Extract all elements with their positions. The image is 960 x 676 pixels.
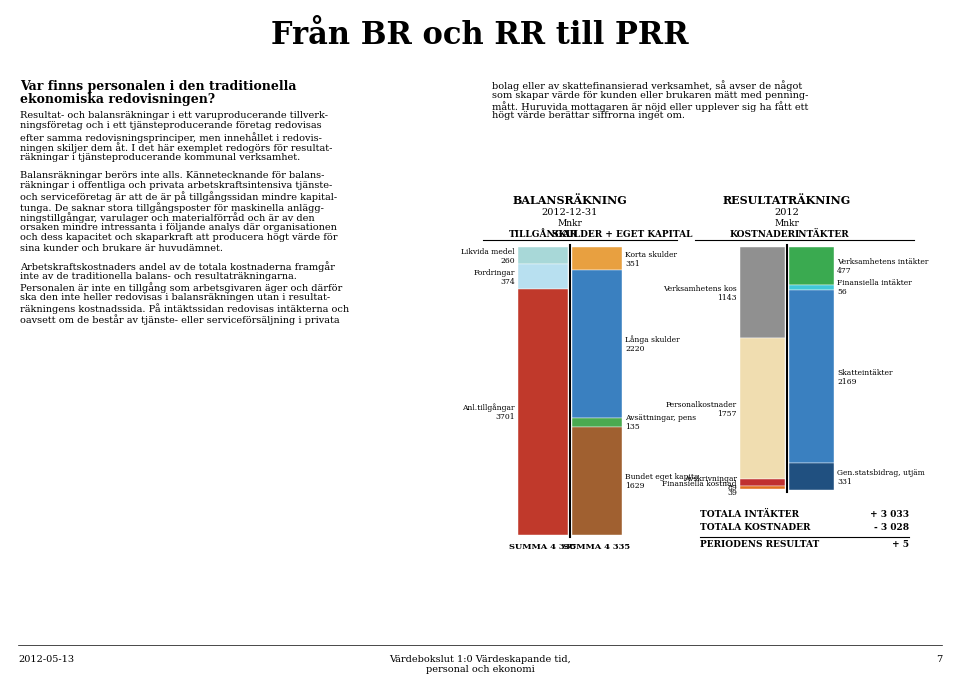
- Text: KOSTNADER: KOSTNADER: [730, 230, 796, 239]
- Text: Likvida medel: Likvida medel: [462, 247, 515, 256]
- Text: tunga. De saknar stora tillgångsposter för maskinella anlägg-: tunga. De saknar stora tillgångsposter f…: [20, 202, 324, 213]
- Text: efter samma redovisningsprinciper, men innehållet i redovis-: efter samma redovisningsprinciper, men i…: [20, 132, 322, 143]
- Text: + 5: + 5: [892, 540, 909, 549]
- Text: 331: 331: [837, 478, 852, 486]
- Text: INTÄKTER: INTÄKTER: [794, 230, 849, 239]
- Text: TOTALA KOSTNADER: TOTALA KOSTNADER: [700, 523, 810, 532]
- Text: Anl.tillgångar: Anl.tillgångar: [463, 404, 515, 412]
- Text: TOTALA INTÄKTER: TOTALA INTÄKTER: [700, 510, 799, 519]
- Text: Mnkr: Mnkr: [775, 219, 800, 228]
- Text: Bundet eget kapita: Bundet eget kapita: [625, 473, 699, 481]
- Text: 39: 39: [727, 489, 737, 497]
- Bar: [789, 464, 834, 490]
- Bar: [789, 247, 834, 285]
- Text: 477: 477: [837, 267, 852, 275]
- Text: Gen.statsbidrag, utjäm: Gen.statsbidrag, utjäm: [837, 468, 924, 477]
- Text: Finansiella intäkter: Finansiella intäkter: [837, 279, 912, 287]
- Text: 374: 374: [500, 278, 515, 286]
- Text: som skapar värde för kunden eller brukaren mätt med penning-: som skapar värde för kunden eller brukar…: [492, 91, 808, 99]
- Text: och serviceföretag är att de är på tillgångssidan mindre kapital-: och serviceföretag är att de är på tillg…: [20, 191, 337, 202]
- Text: orsaken mindre intressanta i följande analys där organisationen: orsaken mindre intressanta i följande an…: [20, 223, 337, 232]
- Text: Värdebokslut 1:0 Värdeskapande tid,
personal och ekonomi: Värdebokslut 1:0 Värdeskapande tid, pers…: [389, 655, 571, 675]
- Text: Var finns personalen i den traditionella: Var finns personalen i den traditionella: [20, 80, 297, 93]
- Bar: [572, 418, 622, 427]
- Text: Personalkostnader: Personalkostnader: [666, 401, 737, 409]
- Text: 2012-05-13: 2012-05-13: [18, 655, 74, 664]
- Text: 2012-12-31: 2012-12-31: [541, 208, 598, 217]
- Text: Mnkr: Mnkr: [558, 219, 583, 228]
- Text: mått. Huruvida mottagaren är nöjd eller upplever sig ha fått ett: mått. Huruvida mottagaren är nöjd eller …: [492, 101, 808, 112]
- Text: Fordringar: Fordringar: [473, 268, 515, 276]
- Text: Finansiella kostnad: Finansiella kostnad: [662, 480, 737, 487]
- Text: oavsett om de består av tjänste- eller serviceförsäljning i privata: oavsett om de består av tjänste- eller s…: [20, 314, 340, 324]
- Text: högt värde berättar siffrorna inget om.: högt värde berättar siffrorna inget om.: [492, 112, 685, 120]
- Text: 3701: 3701: [495, 413, 515, 421]
- Text: och dess kapacitet och skaparkraft att producera högt värde för: och dess kapacitet och skaparkraft att p…: [20, 233, 338, 243]
- Bar: [572, 427, 622, 535]
- Bar: [572, 247, 622, 270]
- Text: Personalen är inte en tillgång som arbetsgivaren äger och därför: Personalen är inte en tillgång som arbet…: [20, 283, 343, 293]
- Text: 351: 351: [625, 260, 639, 268]
- Bar: [740, 479, 785, 486]
- Text: Arbetskraftskostnaders andel av de totala kostnaderna framgår: Arbetskraftskostnaders andel av de total…: [20, 262, 335, 272]
- Text: 56: 56: [837, 289, 847, 297]
- Text: Avsättningar, pens: Avsättningar, pens: [625, 414, 696, 422]
- Text: Verksamhetens intäkter: Verksamhetens intäkter: [837, 258, 928, 266]
- Text: ningen skiljer dem åt. I det här exemplet redogörs för resultat-: ningen skiljer dem åt. I det här exemple…: [20, 143, 332, 153]
- Text: TILLGÅNGAR: TILLGÅNGAR: [509, 230, 577, 239]
- Bar: [518, 264, 568, 289]
- Text: 2012: 2012: [775, 208, 800, 217]
- Text: Verksamhetens kos: Verksamhetens kos: [663, 285, 737, 293]
- Text: Skatteintäkter: Skatteintäkter: [837, 368, 893, 377]
- Text: 1757: 1757: [717, 410, 737, 418]
- Bar: [789, 285, 834, 290]
- Text: 2169: 2169: [837, 378, 856, 385]
- Text: Från BR och RR till PRR: Från BR och RR till PRR: [271, 20, 689, 51]
- Text: Resultat- och balansräkningar i ett varuproducerande tillverk-: Resultat- och balansräkningar i ett varu…: [20, 111, 328, 120]
- Text: 1629: 1629: [625, 482, 644, 490]
- Bar: [518, 289, 568, 535]
- Text: inte av de traditionella balans- och resultaträkningarna.: inte av de traditionella balans- och res…: [20, 272, 297, 281]
- Text: Långa skulder: Långa skulder: [625, 336, 680, 345]
- Bar: [789, 290, 834, 464]
- Text: ningstillgångar, varulager och materialförråd och är av den: ningstillgångar, varulager och materialf…: [20, 212, 315, 223]
- Text: 135: 135: [625, 423, 639, 431]
- Text: ekonomiska redovisningen?: ekonomiska redovisningen?: [20, 93, 215, 106]
- Text: räkningens kostnadssida. På intäktssidan redovisas intäkterna och: räkningens kostnadssida. På intäktssidan…: [20, 304, 349, 314]
- Text: SUMMA 4 335: SUMMA 4 335: [510, 543, 577, 551]
- Bar: [740, 339, 785, 479]
- Text: bolag eller av skattefinansierad verksamhet, så avser de något: bolag eller av skattefinansierad verksam…: [492, 80, 803, 91]
- Text: räkningar i tjänsteproducerande kommunal verksamhet.: räkningar i tjänsteproducerande kommunal…: [20, 153, 300, 162]
- Text: ska den inte heller redovisas i balansräkningen utan i resultat-: ska den inte heller redovisas i balansrä…: [20, 293, 330, 302]
- Text: 260: 260: [500, 257, 515, 264]
- Bar: [740, 247, 785, 339]
- Text: Balansräkningar berörs inte alls. Kännetecknande för balans-: Balansräkningar berörs inte alls. Kännet…: [20, 170, 324, 180]
- Bar: [572, 270, 622, 418]
- Bar: [518, 247, 568, 264]
- Text: BALANSRÄKNING: BALANSRÄKNING: [513, 195, 628, 206]
- Bar: [740, 486, 785, 489]
- Text: + 3 033: + 3 033: [870, 510, 909, 519]
- Text: RESULTATRÄKNING: RESULTATRÄKNING: [723, 195, 852, 206]
- Text: - 3 028: - 3 028: [874, 523, 909, 532]
- Text: 7: 7: [936, 655, 942, 664]
- Text: sina kunder och brukare är huvudämnet.: sina kunder och brukare är huvudämnet.: [20, 244, 223, 253]
- Text: ningsföretag och i ett tjänsteproducerande företag redovisas: ningsföretag och i ett tjänsteproduceran…: [20, 122, 322, 130]
- Text: 89: 89: [728, 483, 737, 491]
- Text: PERIODENS RESULTAT: PERIODENS RESULTAT: [700, 540, 819, 549]
- Text: SKULDER + EGET KAPITAL: SKULDER + EGET KAPITAL: [552, 230, 692, 239]
- Text: räkningar i offentliga och privata arbetskraftsintensiva tjänste-: räkningar i offentliga och privata arbet…: [20, 181, 332, 190]
- Text: SUMMA 4 335: SUMMA 4 335: [564, 543, 631, 551]
- Text: 2220: 2220: [625, 345, 644, 353]
- Text: Avskrivningar: Avskrivningar: [684, 475, 737, 483]
- Text: 1143: 1143: [717, 293, 737, 301]
- Text: Korta skulder: Korta skulder: [625, 251, 677, 259]
